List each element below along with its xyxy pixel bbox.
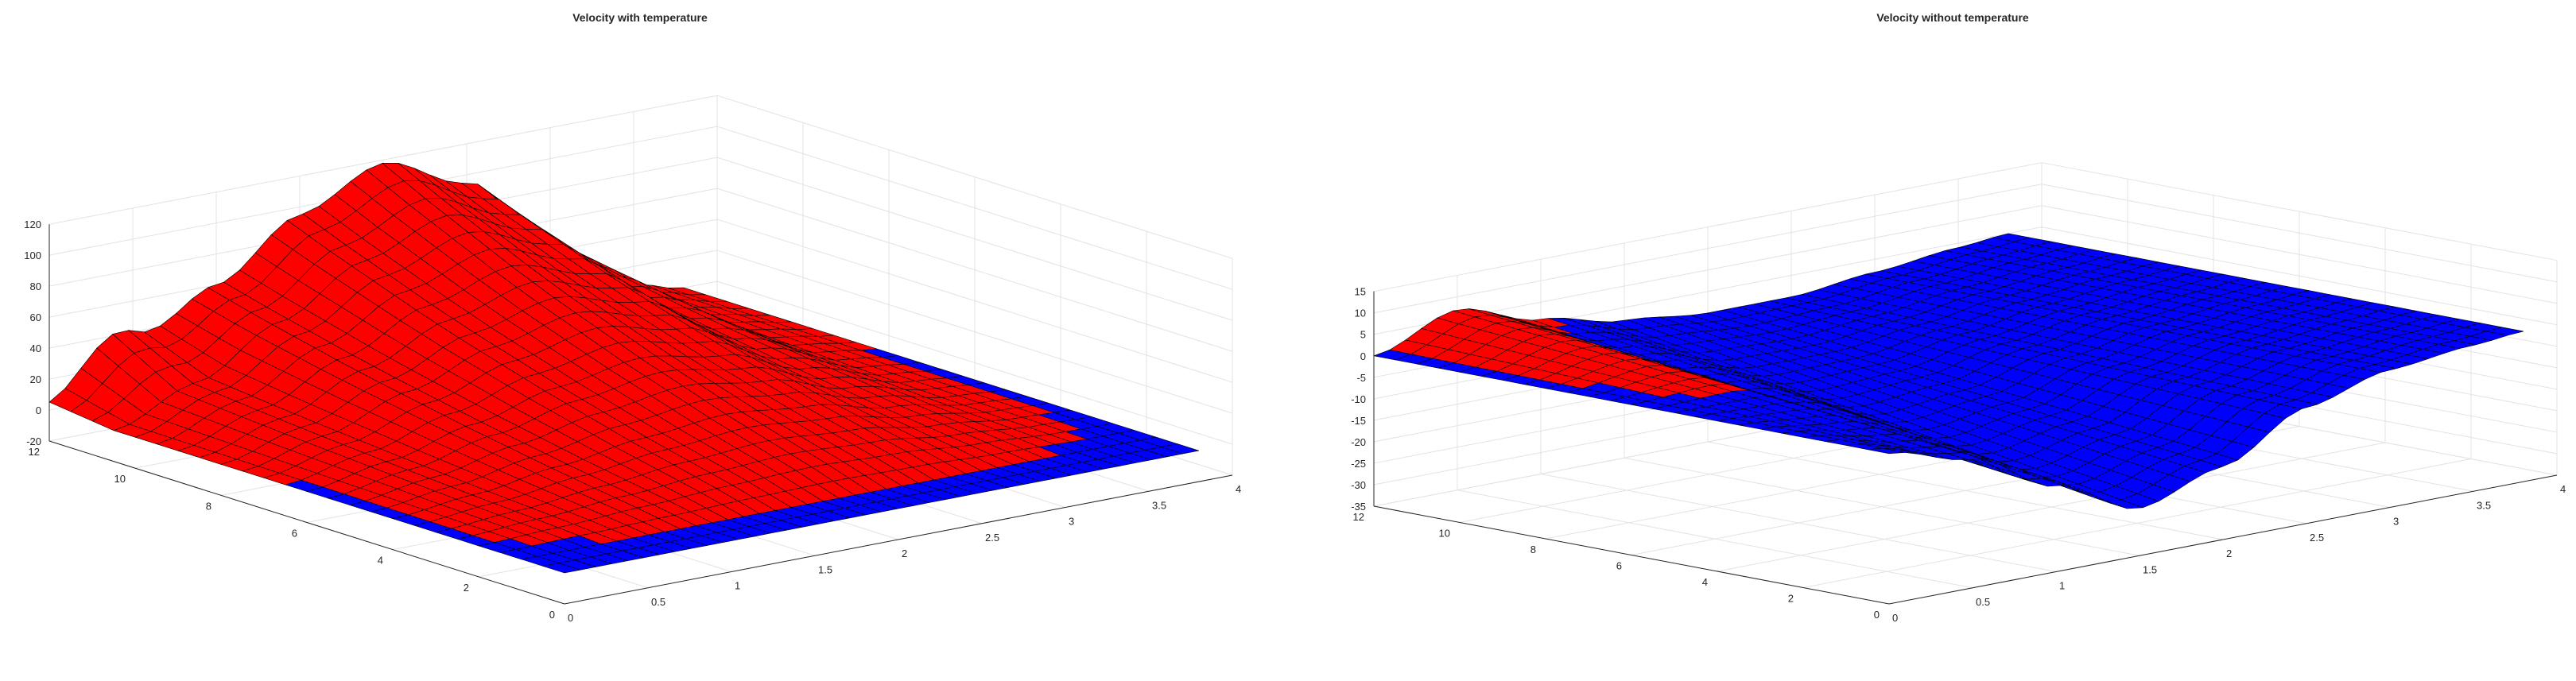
tick-labels: 00.511.522.533.54024681012-2002040608010… bbox=[24, 219, 1241, 624]
grid-line bbox=[716, 95, 1233, 259]
z-tick-label: 15 bbox=[1355, 286, 1366, 298]
grid-line bbox=[2041, 205, 2558, 304]
x-tick-label: 2 bbox=[2226, 548, 2232, 559]
grid-line bbox=[716, 281, 1233, 445]
x-tick-label: 2.5 bbox=[985, 532, 999, 544]
grid-line bbox=[1373, 162, 2043, 292]
x-tick-label: 1.5 bbox=[818, 563, 832, 575]
z-tick-label: -10 bbox=[1351, 393, 1366, 405]
x-tick-label: 2.5 bbox=[2310, 532, 2324, 544]
grid-line bbox=[1802, 459, 2472, 588]
y-tick-label: 6 bbox=[1616, 560, 1622, 572]
surface-patch bbox=[2486, 327, 2524, 336]
z-tick-label: 20 bbox=[30, 373, 41, 385]
y-tick-label: 4 bbox=[1702, 576, 1708, 588]
surface bbox=[1372, 233, 2524, 509]
z-tick-label: 60 bbox=[30, 311, 41, 323]
z-tick-label: -35 bbox=[1351, 501, 1366, 513]
axis-lines bbox=[1373, 291, 2558, 605]
y-tick-label: 2 bbox=[464, 582, 469, 594]
y-tick-label: 6 bbox=[292, 528, 297, 540]
x-tick-label: 3 bbox=[1069, 516, 1074, 528]
y-tick-label: 8 bbox=[1530, 544, 1536, 555]
z-tick-label: -30 bbox=[1351, 479, 1366, 491]
z-tick-label: 40 bbox=[30, 342, 41, 354]
grid-line bbox=[716, 126, 1233, 290]
x-axis-line bbox=[1888, 474, 2558, 605]
x-tick-label: 3 bbox=[2393, 516, 2399, 528]
y-axis-line bbox=[1373, 505, 1890, 605]
grid-line bbox=[716, 250, 1233, 414]
x-tick-label: 3.5 bbox=[1152, 499, 1166, 511]
y-axis-line bbox=[48, 440, 565, 605]
grid-line bbox=[1717, 442, 2386, 572]
chart-title: Velocity without temperature bbox=[1876, 11, 2029, 24]
x-tick-label: 0.5 bbox=[1976, 596, 1990, 608]
z-tick-label: 80 bbox=[30, 281, 41, 292]
z-tick-label: 120 bbox=[24, 219, 41, 230]
x-tick-label: 0 bbox=[568, 612, 573, 624]
y-tick-label: 10 bbox=[1439, 528, 1450, 540]
y-tick-label: 2 bbox=[1788, 593, 1794, 605]
x-tick-label: 1 bbox=[735, 580, 740, 592]
z-tick-label: 5 bbox=[1360, 329, 1366, 341]
x-tick-label: 2 bbox=[902, 548, 907, 559]
z-tick-label: -20 bbox=[1351, 436, 1366, 448]
grid-line bbox=[1373, 184, 2043, 314]
grid-line bbox=[48, 95, 718, 225]
y-tick-label: 8 bbox=[206, 500, 211, 512]
z-tick-label: -15 bbox=[1351, 415, 1366, 427]
grid-line bbox=[716, 157, 1233, 321]
x-axis-line bbox=[564, 474, 1233, 605]
z-tick-label: -20 bbox=[26, 435, 41, 447]
y-tick-label: 0 bbox=[1874, 609, 1880, 621]
axes-velocity-without-temperature: Velocity without temperature 0 0.5 1 1.5 2 2.… bbox=[1351, 11, 2566, 624]
x-tick-label: 4 bbox=[1236, 483, 1241, 495]
z-tick-label: 10 bbox=[1355, 308, 1366, 319]
grid-line bbox=[2041, 226, 2558, 326]
surface bbox=[48, 162, 1200, 574]
x-tick-label: 1.5 bbox=[2143, 563, 2157, 575]
grid-line bbox=[2041, 162, 2558, 261]
axis-lines bbox=[48, 224, 1233, 605]
y-tick-label: 4 bbox=[378, 555, 383, 567]
y-tick-label: 10 bbox=[114, 473, 126, 485]
x-tick-label: 0.5 bbox=[651, 596, 665, 608]
x-tick-label: 4 bbox=[2560, 483, 2566, 495]
z-tick-label: -5 bbox=[1356, 372, 1366, 384]
grid-line bbox=[2041, 184, 2558, 283]
y-tick-label: 12 bbox=[1353, 511, 1364, 523]
z-tick-label: -25 bbox=[1351, 458, 1366, 470]
z-tick-label: 0 bbox=[1360, 350, 1366, 362]
x-tick-label: 3.5 bbox=[2477, 499, 2491, 511]
surface-patch bbox=[1161, 443, 1200, 455]
y-tick-label: 12 bbox=[29, 446, 40, 458]
axes-velocity-with-temperature: Velocity with temperature 0 0.5 1 1.5 2 2.5 3 3… bbox=[24, 11, 1241, 624]
z-tick-label: 100 bbox=[24, 250, 41, 261]
y-tick-label: 0 bbox=[549, 609, 555, 621]
grid-line bbox=[716, 219, 1233, 383]
x-tick-label: 1 bbox=[2059, 580, 2065, 592]
z-tick-label: 0 bbox=[36, 404, 41, 416]
chart-title: Velocity with temperature bbox=[572, 11, 708, 24]
grid-line bbox=[716, 188, 1233, 352]
tick-labels: 0 0.5 1 1.5 2 2.5 3 3.5 4 0 2 4 6 8 10 12-35 -30 -25 -20 -1… bbox=[1351, 286, 2566, 624]
x-tick-label: 0 bbox=[1892, 612, 1898, 624]
